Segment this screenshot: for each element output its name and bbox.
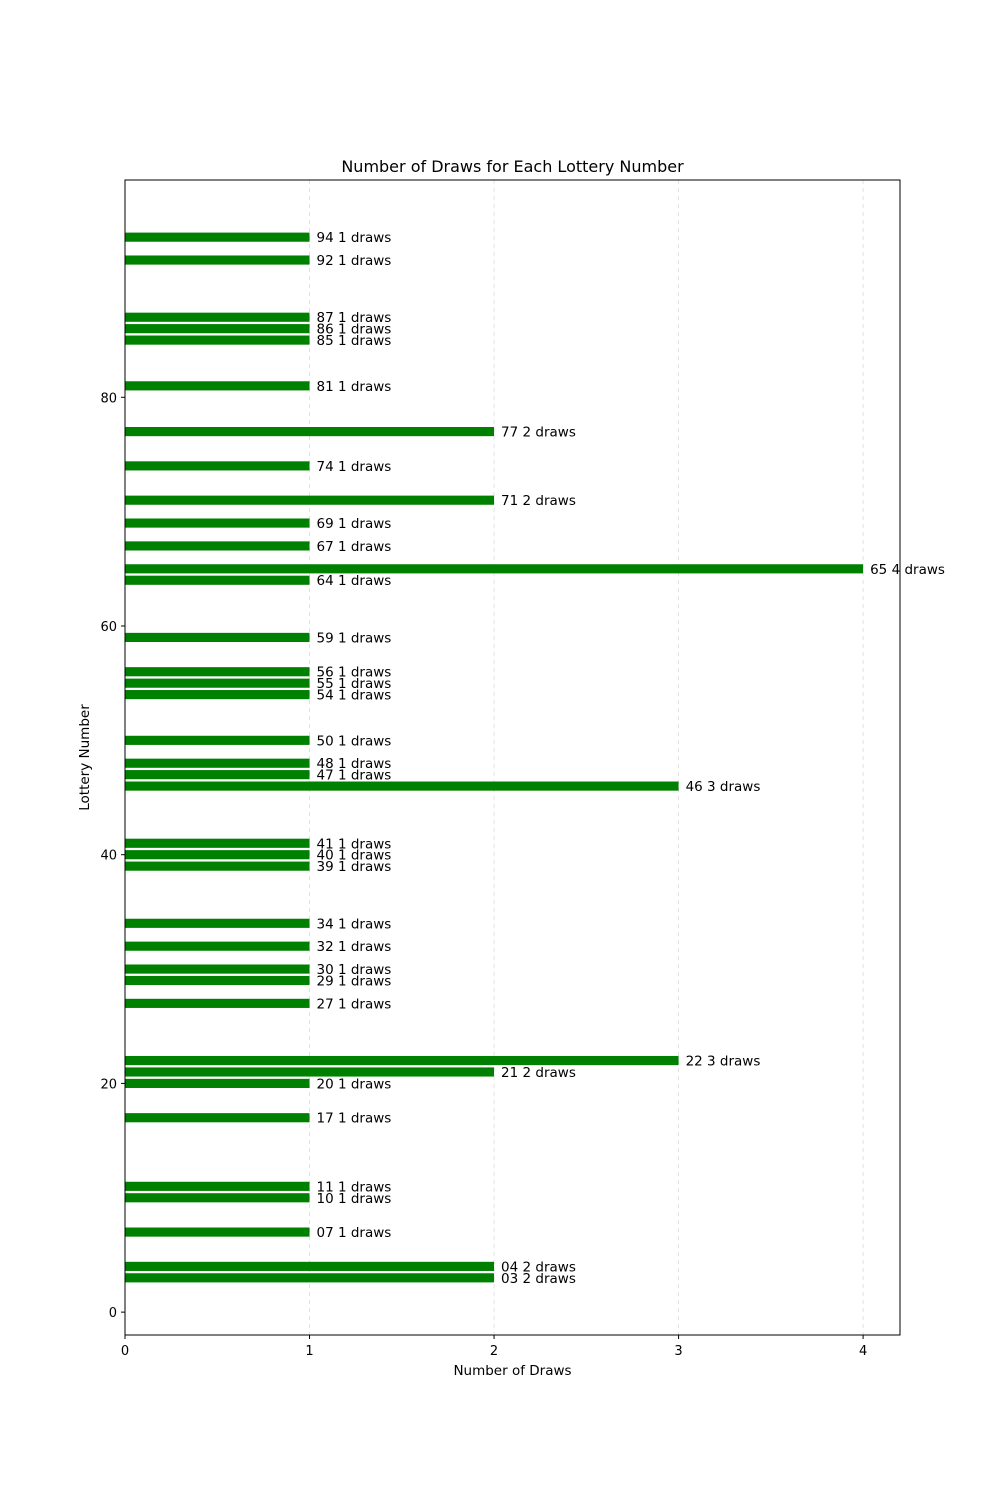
bar-4 [125,1261,495,1271]
bar-46 [125,781,679,791]
bar-30 [125,964,310,974]
bar-69 [125,518,310,528]
plot-frame [124,179,901,1336]
bar-74 [125,461,310,471]
y-tick-label: 0 [109,1306,117,1321]
bar-47 [125,770,310,780]
y-axis-ticks: 0 20 40 60 80 [100,391,125,1321]
y-tick-label: 80 [100,391,117,406]
bar-50 [125,735,310,745]
bar-22 [125,1055,679,1066]
bar-40 [125,850,310,860]
bar-7 [125,1227,310,1237]
x-tick-label: 1 [305,1344,313,1359]
bar-32 [125,941,310,951]
bar-94 [125,232,310,242]
bar-65 [125,564,864,574]
bar-label-47: 47 1 draws [317,768,392,784]
grid-lines [309,180,864,1335]
bar-label-87: 87 1 draws [317,310,392,326]
x-tick-label: 2 [490,1344,498,1359]
y-axis-label: Lottery Number [77,704,93,811]
bar-3 [125,1273,495,1283]
bar-label-11: 11 1 draws [317,1179,392,1195]
bar-label-46: 46 3 draws [686,779,761,795]
bar-41 [125,838,310,848]
x-tick-label: 4 [859,1344,867,1359]
x-axis-label: Number of Draws [453,1363,571,1379]
bar-label-56: 56 1 draws [317,665,392,681]
y-tick-label: 20 [100,1077,117,1092]
bar-label-7: 07 1 draws [317,1225,392,1241]
bar-label-17: 17 1 draws [317,1111,392,1127]
x-axis-ticks: 0 1 2 3 4 [121,1335,867,1359]
bar-label-48: 48 1 draws [317,756,392,772]
bar-77 [125,427,495,437]
bar-56 [125,667,310,677]
bar-label-55: 55 1 draws [317,676,392,692]
bar-17 [125,1113,310,1123]
bar-label-81: 81 1 draws [317,379,392,395]
bar-label-85: 85 1 draws [317,333,392,349]
bar-label-77: 77 2 draws [501,425,576,441]
bar-92 [125,255,310,265]
y-tick-label: 40 [100,849,117,864]
bar-34 [125,918,310,928]
bar-label-74: 74 1 draws [317,459,392,475]
bar-label-21: 21 2 draws [501,1065,576,1081]
bar-29 [125,975,310,986]
bar-label-27: 27 1 draws [317,996,392,1012]
bar-20 [125,1078,310,1088]
bar-label-34: 34 1 draws [317,916,392,932]
bar-label-20: 20 1 draws [317,1076,392,1092]
bar-67 [125,541,310,551]
bar-10 [125,1193,310,1203]
bar-11 [125,1181,310,1191]
bar-81 [125,381,310,391]
bar-label-64: 64 1 draws [317,573,392,589]
bar-39 [125,861,310,871]
bar-label-94: 94 1 draws [317,230,392,246]
bars-group [125,232,864,1283]
bar-label-30: 30 1 draws [317,962,392,978]
bar-label-39: 39 1 draws [317,859,392,875]
y-tick-label: 60 [100,620,117,635]
bar-54 [125,690,310,700]
bar-55 [125,678,310,688]
bar-label-69: 69 1 draws [317,516,392,532]
bar-59 [125,632,310,642]
bar-label-4: 04 2 draws [501,1259,576,1275]
x-tick-label: 3 [674,1344,682,1359]
bar-label-41: 41 1 draws [317,836,392,852]
bar-85 [125,335,310,345]
bar-71 [125,495,495,505]
bar-27 [125,998,310,1008]
bar-21 [125,1067,495,1077]
chart-title: Number of Draws for Each Lottery Number [341,157,684,176]
bar-label-92: 92 1 draws [317,253,392,269]
bar-64 [125,575,310,585]
bar-label-10: 10 1 draws [317,1191,392,1207]
x-tick-label: 0 [121,1344,129,1359]
bar-label-3: 03 2 draws [501,1271,576,1287]
bar-48 [125,758,310,768]
bar-label-59: 59 1 draws [317,630,392,646]
bar-label-54: 54 1 draws [317,688,392,704]
bar-86 [125,324,310,334]
bar-label-50: 50 1 draws [317,733,392,749]
bar-label-67: 67 1 draws [317,539,392,555]
bar-label-86: 86 1 draws [317,322,392,338]
bar-label-71: 71 2 draws [501,493,576,509]
bar-label-22: 22 3 draws [686,1054,761,1070]
bar-label-40: 40 1 draws [317,848,392,864]
bar-label-32: 32 1 draws [317,939,392,955]
bar-87 [125,312,310,322]
bar-label-29: 29 1 draws [317,973,392,989]
bar-label-65: 65 4 draws [870,562,945,578]
